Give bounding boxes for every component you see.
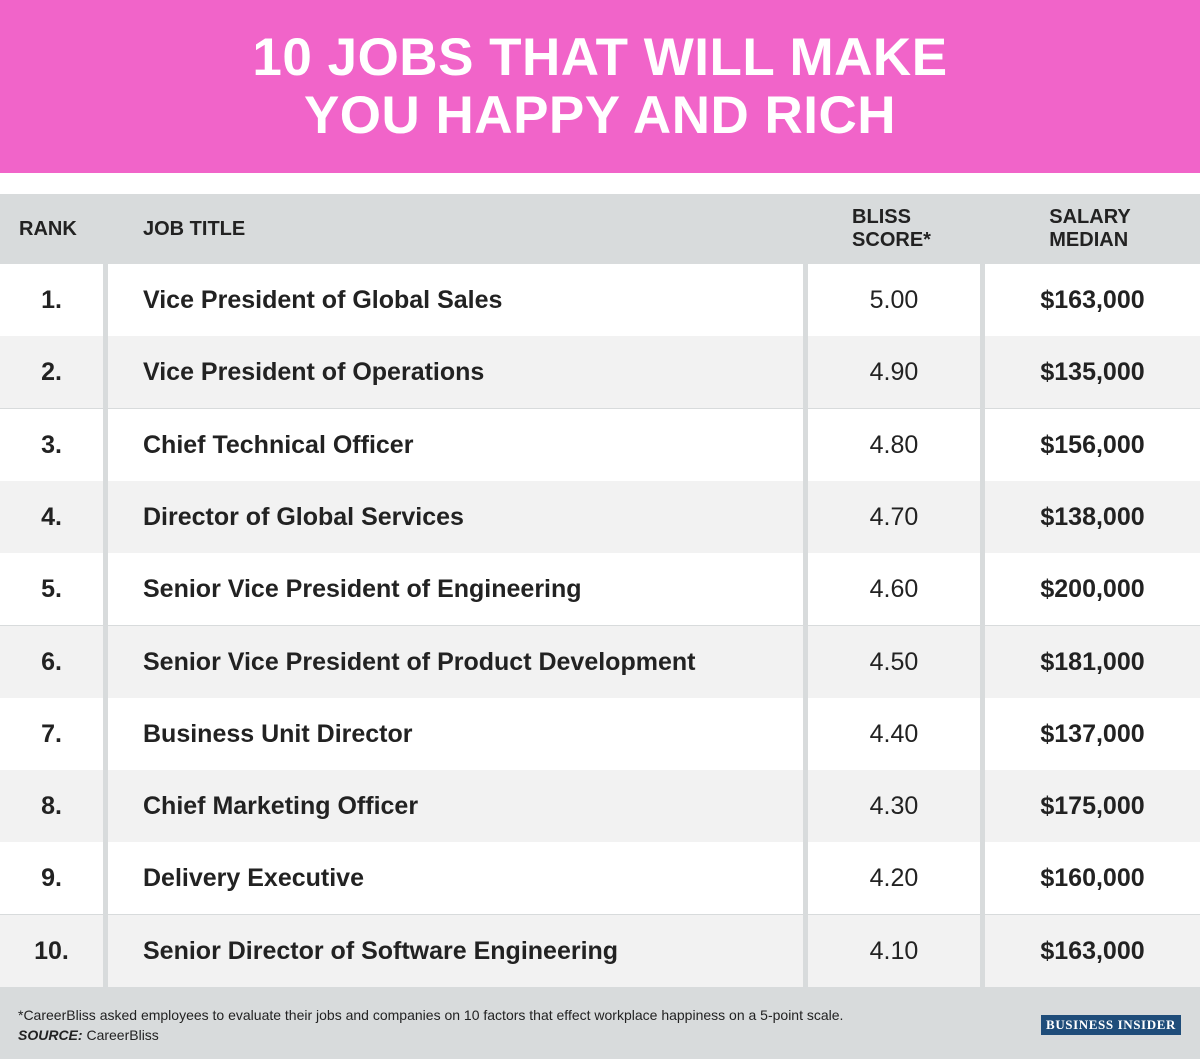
table-row: 9. Delivery Executive 4.20 $160,000: [0, 842, 1200, 914]
job-title-cell: Vice President of Global Sales: [143, 285, 503, 314]
table-body: 1. Vice President of Global Sales 5.00 $163…: [0, 264, 1200, 987]
table-row: 3. Chief Technical Officer 4.80 $156,000: [0, 409, 1200, 481]
job-title-cell: Chief Technical Officer: [143, 430, 414, 459]
footnote: *CareerBliss asked employees to evaluate…: [18, 1007, 844, 1023]
salary-median-cell: $138,000: [1040, 502, 1145, 531]
table-row: 7. Business Unit Director 4.40 $137,000: [0, 698, 1200, 770]
column-header-job-title-label: JOB TITLE: [143, 217, 246, 240]
job-title-cell: Director of Global Services: [143, 502, 464, 531]
job-title-cell: Delivery Executive: [143, 863, 364, 892]
bliss-score-cell: 4.20: [869, 863, 919, 892]
job-title-cell: Vice President of Operations: [143, 357, 485, 386]
job-title-cell: Senior Vice President of Engineering: [143, 574, 582, 603]
bliss-score-cell: 4.40: [869, 719, 919, 748]
salary-median-cell: $160,000: [1040, 863, 1145, 892]
source-line: SOURCE: CareerBliss: [18, 1025, 159, 1045]
rank-cell: 6.: [41, 647, 62, 676]
column-header-job-title: JOB TITLE: [103, 194, 803, 264]
salary-median-cell: $200,000: [1040, 574, 1145, 603]
header-spacer: [0, 173, 1200, 194]
job-title-cell: Senior Vice President of Product Develop…: [143, 647, 696, 676]
column-header-rank-label: RANK: [19, 217, 77, 240]
bliss-score-cell: 4.90: [869, 357, 919, 386]
rank-cell: 9.: [41, 863, 62, 892]
source-value: CareerBliss: [82, 1027, 159, 1043]
rank-cell: 8.: [41, 791, 62, 820]
source-label: SOURCE:: [18, 1027, 83, 1043]
bliss-score-cell: 4.80: [869, 430, 919, 459]
salary-median-cell: $137,000: [1040, 719, 1145, 748]
title-banner: 10 JOBS THAT WILL MAKE YOU HAPPY AND RIC…: [0, 0, 1200, 173]
bliss-score-cell: 5.00: [869, 285, 919, 314]
rank-cell: 4.: [41, 502, 62, 531]
column-header-salary-line1: SALARY: [1049, 206, 1131, 228]
salary-median-cell: $156,000: [1040, 430, 1145, 459]
table-row: 1. Vice President of Global Sales 5.00 $163…: [0, 264, 1200, 336]
bliss-score-cell: 4.70: [869, 502, 919, 531]
column-header-bliss-line2: SCORE*: [852, 229, 931, 251]
salary-median-cell: $175,000: [1040, 791, 1145, 820]
business-insider-logo: BUSINESS INSIDER: [1041, 1015, 1181, 1035]
job-title-cell: Senior Director of Software Engineering: [143, 936, 619, 965]
column-divider: [103, 264, 108, 987]
footer: *CareerBliss asked employees to evaluate…: [0, 987, 1200, 1059]
bliss-score-cell: 4.10: [869, 936, 919, 965]
salary-median-cell: $181,000: [1040, 647, 1145, 676]
rank-cell: 7.: [41, 719, 62, 748]
table-row: 5. Senior Vice President of Engineering 4.…: [0, 553, 1200, 625]
salary-median-cell: $135,000: [1040, 357, 1145, 386]
column-header-salary-line2: MEDIAN: [1049, 229, 1129, 251]
job-title-cell: Chief Marketing Officer: [143, 791, 419, 820]
table-row: 8. Chief Marketing Officer 4.30 $175,000: [0, 770, 1200, 842]
rank-cell: 3.: [41, 430, 62, 459]
table-row: 2. Vice President of Operations 4.90 $135,0…: [0, 336, 1200, 408]
table-row: 4. Director of Global Services 4.70 $138,00…: [0, 481, 1200, 553]
salary-median-cell: $163,000: [1040, 285, 1145, 314]
column-header-bliss-line1: BLISS: [852, 206, 911, 228]
table-row: 10. Senior Director of Software Engineeri…: [0, 915, 1200, 987]
column-header-rank: RANK: [0, 194, 103, 264]
bliss-score-cell: 4.30: [869, 791, 919, 820]
title-line-2: YOU HAPPY AND RICH: [303, 85, 897, 145]
job-title-cell: Business Unit Director: [143, 719, 413, 748]
column-divider: [803, 264, 808, 987]
column-divider: [980, 264, 985, 987]
bliss-score-cell: 4.50: [869, 647, 919, 676]
rank-cell: 1.: [41, 285, 62, 314]
bliss-score-cell: 4.60: [869, 574, 919, 603]
column-header-bliss-score: BLISS SCORE*: [803, 194, 980, 264]
title-line-1: 10 JOBS THAT WILL MAKE: [252, 27, 948, 87]
salary-median-cell: $163,000: [1040, 936, 1145, 965]
rank-cell: 2.: [41, 357, 62, 386]
table-row: 6. Senior Vice President of Product Devel…: [0, 626, 1200, 698]
column-header-salary-median: SALARY MEDIAN: [980, 194, 1200, 264]
rank-cell: 5.: [41, 574, 62, 603]
rank-cell: 10.: [34, 936, 69, 965]
